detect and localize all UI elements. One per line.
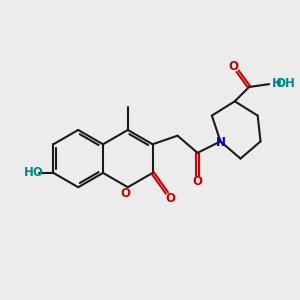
Text: O: O	[121, 187, 130, 200]
Text: OH: OH	[275, 77, 295, 90]
Text: H: H	[272, 77, 282, 90]
Text: HO: HO	[23, 167, 43, 179]
Text: O: O	[165, 192, 176, 205]
Text: N: N	[215, 136, 225, 149]
Text: O: O	[228, 60, 238, 74]
Text: O: O	[193, 175, 202, 188]
